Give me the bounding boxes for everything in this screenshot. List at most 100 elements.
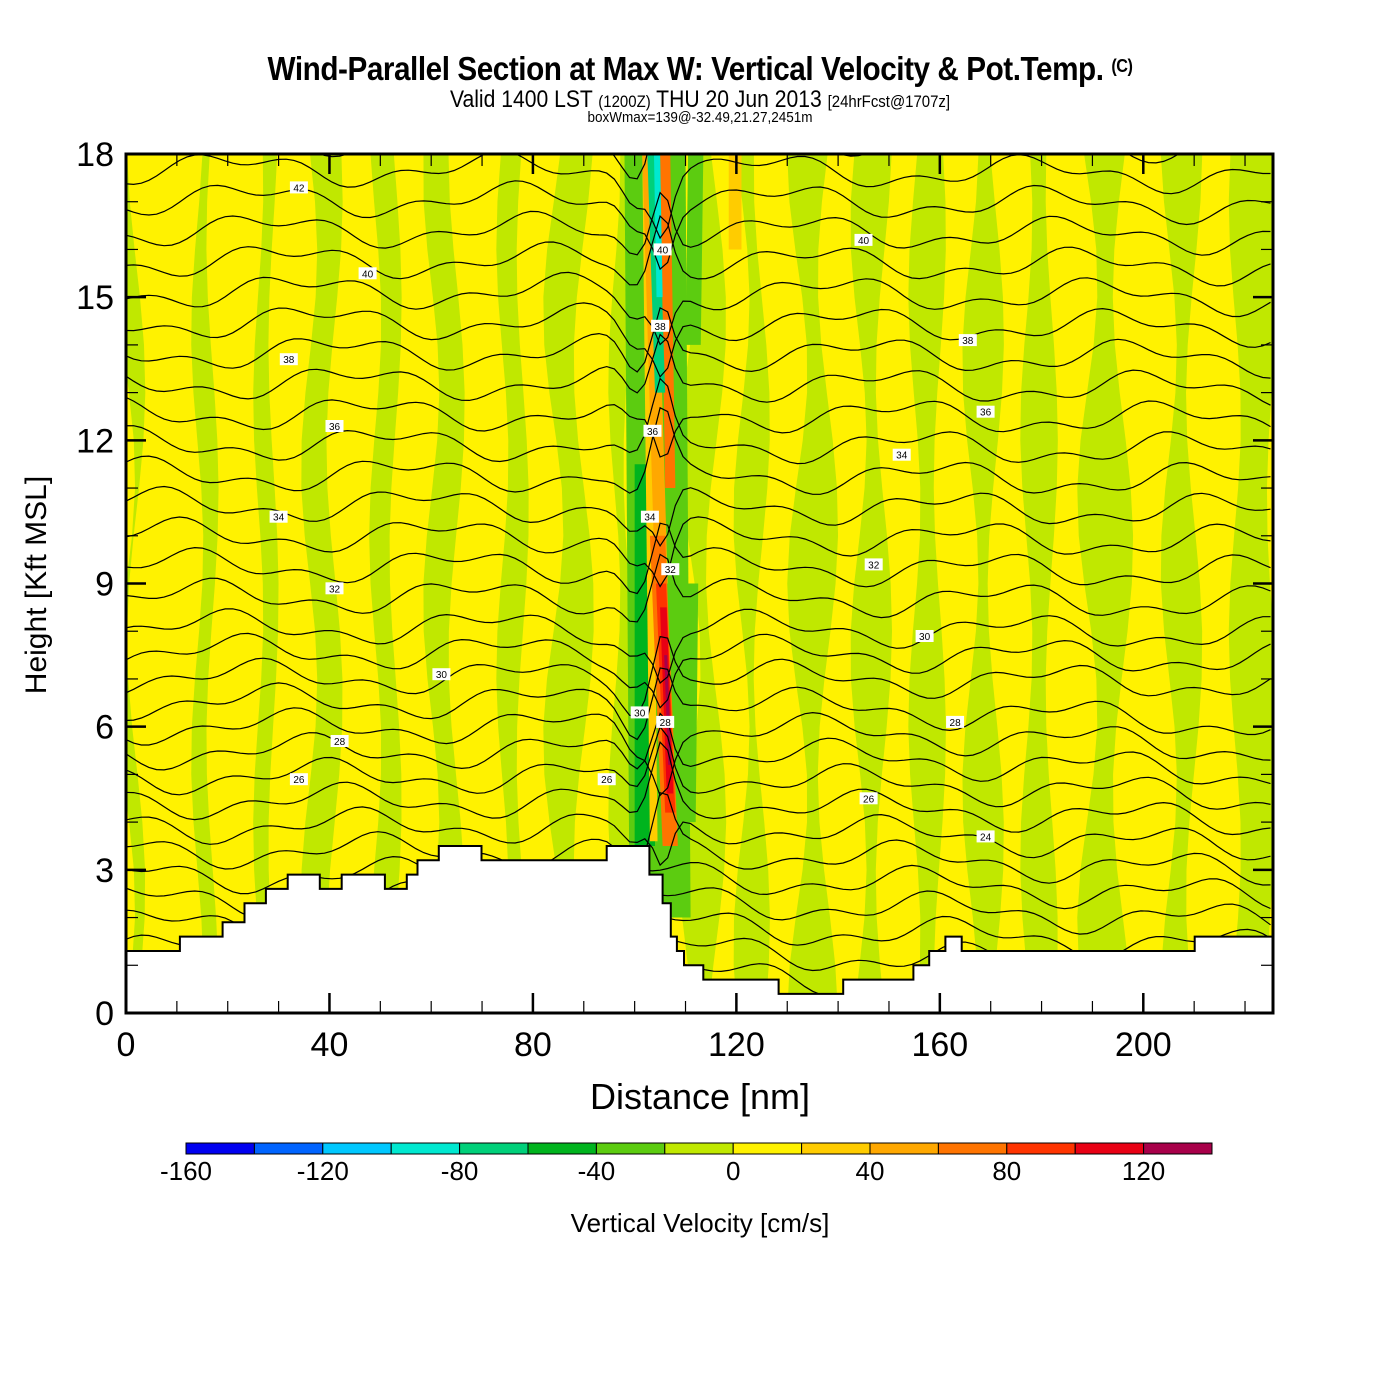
theta-label-bg — [269, 510, 288, 523]
theta-label-text: 32 — [665, 565, 677, 576]
colorbar-tick-label: -120 — [297, 1156, 349, 1186]
theta-contour-line — [126, 806, 1271, 867]
w-band — [653, 154, 663, 298]
theta-label-text: 36 — [980, 408, 992, 419]
theta-label: 24 — [976, 830, 995, 843]
theta-label-bg — [656, 715, 675, 728]
theta-contour-line — [126, 667, 1271, 741]
theta-label-bg — [976, 830, 995, 843]
w-band — [728, 154, 742, 250]
colorbar-swatch — [595, 1142, 666, 1155]
theta-label: 32 — [661, 563, 680, 576]
axis-ticks — [126, 154, 1273, 1013]
colorbar-swatch — [1006, 1142, 1076, 1155]
valid-utc: (1200Z) — [598, 92, 651, 111]
w-band-light-negative — [253, 154, 279, 1013]
theta-label: 28 — [330, 735, 349, 748]
colorbar-swatch — [869, 1142, 939, 1155]
colorbar-swatch — [1074, 1142, 1145, 1155]
theta-label: 34 — [269, 510, 288, 524]
theta-label-text: 32 — [329, 584, 341, 595]
theta-label-text: 26 — [863, 794, 875, 805]
terrain — [126, 845, 1273, 1013]
theta-contour-line — [126, 485, 1271, 547]
colorbar-tick-label: 40 — [856, 1156, 885, 1186]
vertical-velocity-field — [126, 154, 1273, 1013]
theta-label-bg — [630, 706, 649, 719]
y-tick-label: 6 — [95, 709, 114, 747]
theta-contour-line — [126, 791, 1271, 886]
w-band-light-negative — [962, 154, 1004, 1013]
colorbar-swatch — [664, 1142, 734, 1155]
theta-label-bg — [958, 334, 977, 347]
theta-label: 38 — [651, 319, 670, 333]
theta-contour-line — [126, 154, 1271, 240]
theta-label: 36 — [643, 424, 662, 438]
theta-label-bg — [653, 243, 672, 256]
theta-label-text: 42 — [293, 183, 305, 194]
colorbar-swatch — [185, 1142, 255, 1155]
w-band-light-negative — [369, 154, 402, 1013]
theta-label-bg — [289, 181, 308, 194]
colorbar-tick-label: -80 — [441, 1156, 479, 1186]
theta-label-text: 40 — [657, 245, 669, 256]
theta-label-text: 28 — [660, 718, 672, 729]
theta-label-bg — [640, 510, 659, 523]
theta-label-text: 38 — [655, 322, 667, 333]
colorbar-swatch — [459, 1142, 529, 1155]
colorbar-tick-label: 80 — [992, 1156, 1021, 1186]
theta-contour-line — [126, 635, 1271, 717]
theta-label-text: 38 — [962, 336, 974, 347]
y-tick-label: 9 — [95, 566, 114, 604]
theta-label: 40 — [653, 243, 672, 256]
w-band-light-negative — [1160, 154, 1203, 1013]
valid-date: THU 20 Jun 2013 — [656, 86, 822, 113]
theta-contour-line — [126, 632, 1271, 709]
w-band-light-negative — [1077, 154, 1134, 1013]
theta-contour-line — [126, 271, 1271, 346]
theta-contour-line — [126, 307, 1271, 379]
theta-label: 32 — [864, 558, 883, 571]
theta-label: 38 — [958, 334, 977, 347]
theta-label-bg — [432, 668, 451, 681]
theta-label-bg — [289, 773, 308, 786]
y-tick-label: 3 — [95, 852, 114, 890]
y-tick-label: 18 — [76, 136, 114, 174]
theta-label-text: 34 — [896, 451, 908, 462]
w-band-light-negative — [850, 154, 893, 1013]
colorbar-label: Vertical Velocity [cm/s] — [570, 1208, 830, 1238]
theta-label-bg — [279, 353, 298, 366]
theta-label-bg — [651, 319, 670, 332]
y-tick-label: 15 — [76, 279, 114, 317]
terrain-outline — [126, 845, 1273, 995]
theta-label-text: 34 — [273, 513, 285, 524]
theta-label-text: 26 — [293, 775, 305, 786]
y-axis-label: Height [Kft MSL] — [20, 475, 53, 695]
theta-label: 34 — [892, 448, 911, 462]
theta-contour-line — [126, 214, 1271, 287]
x-tick-label: 0 — [117, 1026, 136, 1064]
chart-title: Wind-Parallel Section at Max W: Vertical… — [70, 50, 1330, 88]
chart-subtitle: Valid 1400 LST (1200Z) THU 20 Jun 2013 [… — [84, 86, 1316, 114]
colorbar-swatch — [527, 1142, 597, 1155]
colorbar-tick-label: 0 — [726, 1156, 740, 1186]
theta-label: 34 — [640, 510, 659, 524]
x-axis-label: Distance [nm] — [589, 1076, 811, 1117]
theta-label-text: 26 — [601, 775, 613, 786]
w-band — [642, 154, 658, 842]
theta-contour-line — [126, 396, 1271, 458]
copyright-mark: (C) — [1111, 56, 1133, 76]
terrain-fill — [126, 846, 1273, 1013]
colorbar-swatch — [937, 1142, 1008, 1155]
y-tick-label: 0 — [95, 995, 114, 1033]
theta-label: 36 — [325, 420, 344, 433]
theta-label-bg — [325, 420, 344, 432]
x-tick-label: 160 — [911, 1026, 968, 1064]
w-band-light-negative — [908, 154, 946, 1013]
theta-label-bg — [597, 773, 616, 786]
theta-contour-line — [126, 712, 1271, 785]
w-band-light-negative — [496, 154, 529, 1013]
theta-label-text: 30 — [634, 708, 646, 719]
theta-label: 42 — [289, 181, 308, 194]
